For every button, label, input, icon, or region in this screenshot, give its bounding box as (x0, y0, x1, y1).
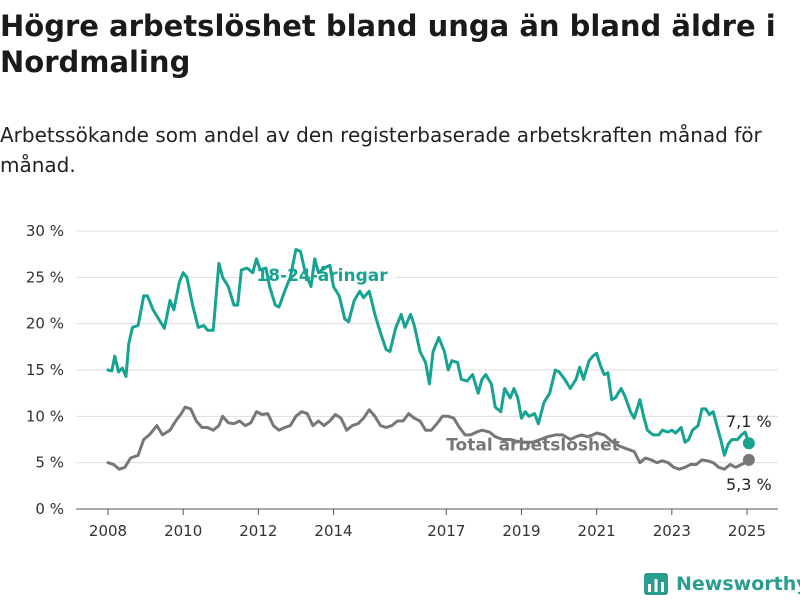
brand-logo: Newsworthy (644, 568, 800, 600)
y-axis: 0 % 5 % 10 % 15 % 20 % 25 % 30 % (26, 222, 64, 518)
x-tick-label: 2021 (578, 522, 616, 540)
y-tick-label: 10 % (26, 407, 64, 425)
series-line-1 (106, 405, 751, 471)
bar-chart-logo-icon (644, 573, 668, 595)
end-value-label: 5,3 % (726, 475, 772, 494)
series-labels: 18-24-åringar Total arbetslöshet 7,1 % 5,3 … (256, 264, 771, 494)
series-name-label: Total arbetslöshet (446, 436, 620, 456)
y-tick-label: 5 % (35, 454, 64, 472)
y-tick-label: 30 % (26, 222, 64, 240)
label-mask (248, 262, 396, 287)
x-axis: 2008 2010 2012 2014 2017 2019 2021 2023 2025 (89, 509, 766, 540)
brand-name: Newsworthy (676, 573, 800, 595)
y-tick-label: 15 % (26, 361, 64, 379)
chart-title: Högre arbetslöshet bland unga än bland ä… (0, 9, 776, 79)
x-tick-label: 2019 (502, 522, 540, 540)
y-tick-label: 20 % (26, 315, 64, 333)
series-end-point-1 (742, 453, 755, 466)
label-masks (248, 262, 634, 457)
end-value-label: 7,1 % (726, 412, 772, 431)
x-tick-label: 2012 (239, 522, 277, 540)
series-lines (106, 248, 755, 471)
series-line-0 (106, 248, 751, 457)
x-tick-label: 2014 (314, 522, 352, 540)
chart-subtitle: Arbetssökande som andel av den registerb… (0, 123, 762, 177)
x-tick-label: 2023 (653, 522, 691, 540)
x-tick-label: 2025 (728, 522, 766, 540)
x-tick-label: 2017 (427, 522, 465, 540)
line-chart: 0 %5 %10 %15 %20 %25 %30 % 2008 2010 2012 2… (26, 222, 778, 540)
x-tick-label: 2008 (89, 522, 127, 540)
series-name-label: 18-24-åringar (256, 264, 388, 286)
x-tick-label: 2010 (164, 522, 202, 540)
series-end-point-0 (742, 437, 755, 450)
y-tick-label: 25 % (26, 268, 64, 286)
y-tick-label: 0 % (35, 500, 64, 518)
